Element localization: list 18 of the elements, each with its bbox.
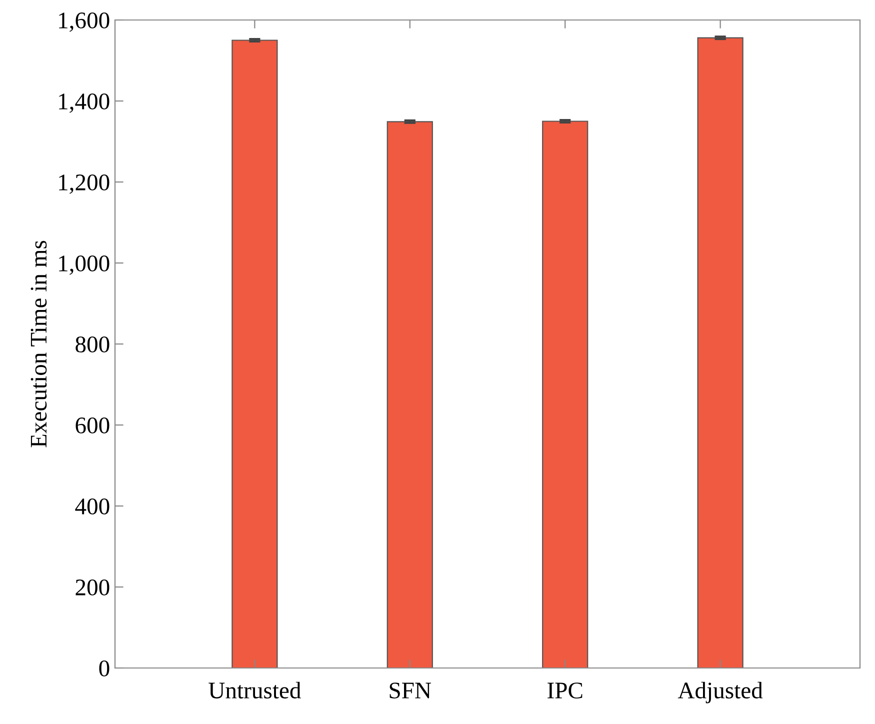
y-tick-label: 1,400 — [59, 93, 110, 113]
y-axis-title: Execution Time in ms — [30, 240, 47, 448]
y-tick-label: 400 — [75, 498, 110, 514]
x-tick-label: Untrusted — [208, 682, 301, 699]
y-tick-label: 1,600 — [59, 12, 110, 32]
y-tick-label: 200 — [76, 579, 110, 596]
y-tick-label: 800 — [76, 336, 110, 352]
bar — [232, 40, 278, 668]
y-tick-label: 1,200 — [59, 174, 110, 194]
x-tick-label: IPC — [548, 682, 582, 699]
x-tick-label: Adjusted — [678, 682, 763, 704]
y-tick-label: 0 — [99, 660, 110, 676]
bar — [542, 120, 588, 668]
x-tick-label: SFN — [390, 682, 432, 699]
bar — [386, 121, 433, 668]
y-tick-label: 1,000 — [59, 255, 110, 275]
y-tick-label: 600 — [76, 417, 110, 434]
bar — [697, 37, 744, 668]
